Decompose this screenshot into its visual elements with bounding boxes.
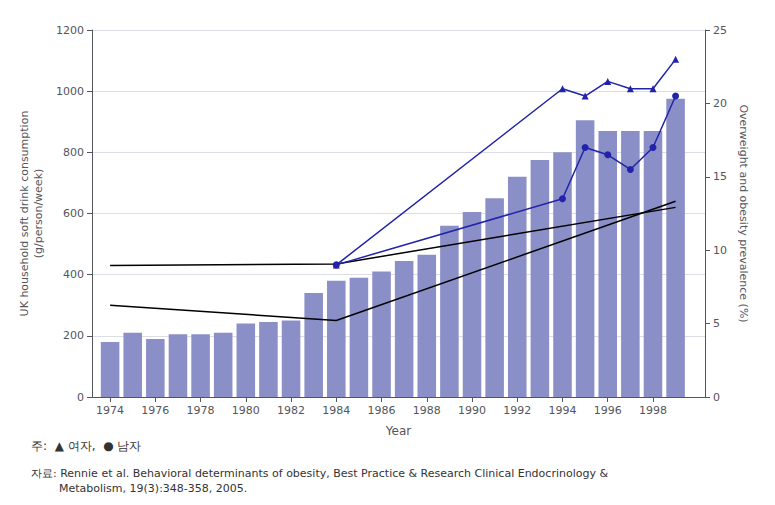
svg-text:1994: 1994	[548, 404, 576, 417]
svg-text:Overweight and obesity prevale: Overweight and obesity prevalence (%)	[737, 104, 750, 322]
svg-text:1974: 1974	[96, 404, 124, 417]
svg-text:1990: 1990	[458, 404, 486, 417]
svg-text:600: 600	[63, 207, 84, 220]
svg-text:1982: 1982	[277, 404, 305, 417]
svg-text:UK household soft drink consum: UK household soft drink consumption	[18, 111, 31, 317]
svg-text:1000: 1000	[56, 85, 84, 98]
svg-text:1992: 1992	[503, 404, 531, 417]
svg-text:200: 200	[63, 329, 84, 342]
svg-text:0: 0	[713, 391, 720, 404]
svg-text:1984: 1984	[322, 404, 350, 417]
svg-text:10: 10	[713, 244, 727, 257]
svg-text:Metabolism, 19(3):348-358, 200: Metabolism, 19(3):348-358, 2005.	[31, 482, 247, 495]
svg-text:20: 20	[713, 97, 727, 110]
svg-text:800: 800	[63, 146, 84, 159]
svg-text:1996: 1996	[594, 404, 622, 417]
svg-text:15: 15	[713, 170, 727, 183]
svg-text:400: 400	[63, 268, 84, 281]
svg-text:주: ▲ 여자, ● 남자: 주: ▲ 여자, ● 남자	[31, 439, 141, 453]
svg-text:1980: 1980	[232, 404, 260, 417]
svg-text:자료: Rennie et al. Behavioral d: 자료: Rennie et al. Behavioral determinant…	[31, 467, 608, 480]
svg-text:(g/person/week): (g/person/week)	[32, 169, 45, 259]
svg-text:1988: 1988	[413, 404, 441, 417]
svg-text:5: 5	[713, 317, 720, 330]
svg-text:1978: 1978	[187, 404, 215, 417]
svg-text:25: 25	[713, 24, 727, 37]
svg-text:1976: 1976	[141, 404, 169, 417]
svg-text:1998: 1998	[639, 404, 667, 417]
svg-text:1200: 1200	[56, 24, 84, 37]
svg-text:1986: 1986	[368, 404, 396, 417]
svg-text:0: 0	[77, 391, 84, 404]
svg-text:Year: Year	[385, 424, 411, 438]
